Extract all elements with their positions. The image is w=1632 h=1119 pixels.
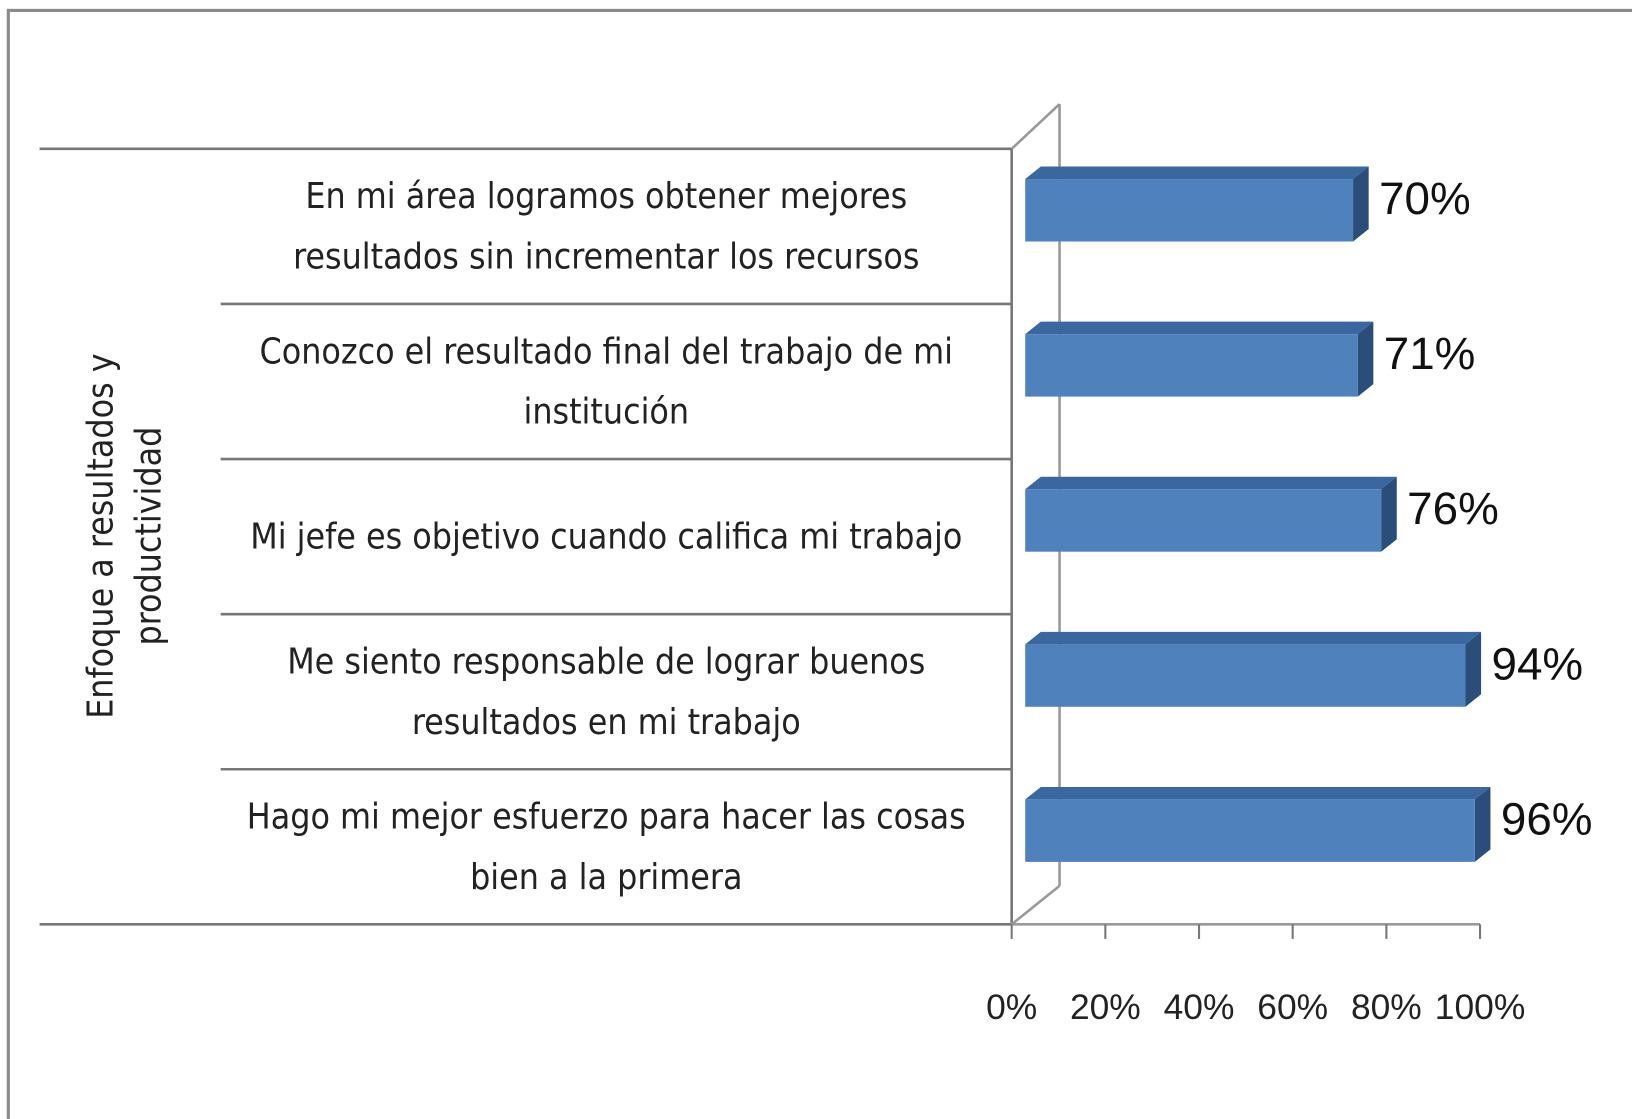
value-label: 96% bbox=[1501, 793, 1593, 844]
category-label: En mi área logramos obtener mejores resu… bbox=[293, 175, 920, 278]
bar-top bbox=[1025, 321, 1374, 335]
x-tick-label: 40% bbox=[1164, 988, 1235, 1027]
category-label-box: Me siento responsable de lograr buenos r… bbox=[287, 640, 926, 743]
bar-top bbox=[1025, 476, 1397, 490]
bar bbox=[1025, 644, 1466, 707]
x-tick-label: 0% bbox=[986, 988, 1037, 1027]
x-tick-label: 20% bbox=[1070, 988, 1141, 1027]
frame bbox=[6, 8, 1632, 1119]
x-tick-label: 60% bbox=[1257, 988, 1328, 1027]
bar-side bbox=[1465, 631, 1482, 707]
axis-group-label-box: Enfoque a resultados y productividad bbox=[80, 353, 170, 719]
bar-side bbox=[1381, 476, 1397, 552]
value-label: 94% bbox=[1491, 638, 1583, 689]
value-label: 71% bbox=[1384, 328, 1476, 379]
x-tick-label: 80% bbox=[1351, 988, 1422, 1027]
back-wall bbox=[1010, 103, 1061, 150]
value-label: 70% bbox=[1379, 173, 1471, 224]
bar bbox=[1025, 179, 1354, 242]
bar-top bbox=[1025, 631, 1482, 645]
axis-group-label: Enfoque a resultados y productividad bbox=[80, 353, 170, 719]
category-label-box: Hago mi mejor esfuerzo para hacer las co… bbox=[246, 795, 966, 898]
category-label-box: Mi jefe es objetivo cuando califica mi t… bbox=[250, 515, 963, 558]
category-label: Conozco el resultado final del trabajo d… bbox=[259, 330, 954, 433]
category-label: Hago mi mejor esfuerzo para hacer las co… bbox=[246, 795, 966, 898]
category-label: Me siento responsable de lograr buenos r… bbox=[287, 640, 926, 743]
value-label: 76% bbox=[1407, 483, 1499, 534]
category-label-box: Conozco el resultado final del trabajo d… bbox=[259, 330, 954, 433]
category-label: Mi jefe es objetivo cuando califica mi t… bbox=[250, 515, 963, 558]
bar-side bbox=[1357, 321, 1374, 397]
floor-edge bbox=[1010, 884, 1061, 926]
bar bbox=[1025, 334, 1358, 397]
bar-side bbox=[1474, 786, 1491, 862]
bar-side bbox=[1353, 166, 1369, 242]
x-tick-label: 100% bbox=[1435, 988, 1525, 1027]
bar-top bbox=[1025, 786, 1491, 800]
bar bbox=[1025, 799, 1475, 862]
bar-top bbox=[1025, 166, 1369, 180]
bar bbox=[1025, 489, 1382, 552]
category-label-box: En mi área logramos obtener mejores resu… bbox=[293, 175, 920, 278]
